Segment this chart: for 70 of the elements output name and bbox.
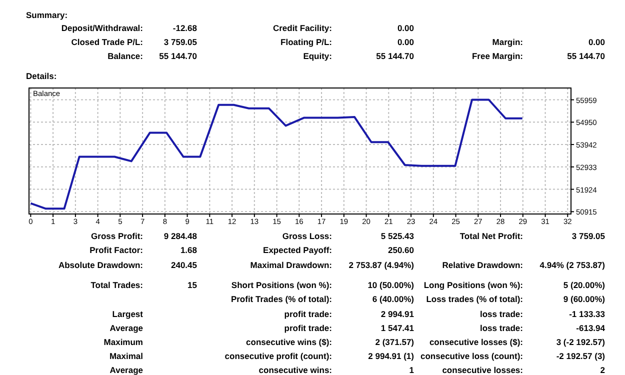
text: profit trade: [284,309,332,319]
text: Short Positions (won %): [231,280,332,290]
text: 0.00 [397,23,414,33]
text: -12.68 [172,23,198,33]
text: 0.00 [397,37,414,47]
text: 55 144.70 [159,51,198,61]
text: Maximal Drawdown: [250,260,332,270]
text: Maximum [104,337,144,347]
text: 5 (20.00%) [563,280,606,290]
text: Floating P/L: [280,37,332,47]
text: loss trade: [480,323,524,333]
text: consecutive losses ($): [429,337,524,347]
text: 2 994.91 [380,309,414,319]
text: 4.94% (2 753.87) [540,260,606,270]
text: Free Margin: [472,51,524,61]
text: 15 [188,280,198,290]
text: 1 [409,365,414,375]
text: Expected Payoff: [263,245,332,255]
text: Profit Factor: [90,245,144,255]
text: 2 994.91 (1) [368,351,414,361]
text: 5 525.43 [380,231,414,241]
text: loss trade: [480,309,524,319]
text: Long Positions (won %): [424,280,524,290]
text: consecutive loss (count): [420,351,524,361]
text: Summary: [26,10,68,20]
text: Relative Drawdown: [442,260,524,270]
text: -1 133.33 [569,309,606,319]
text: Absolute Drawdown: [58,260,144,270]
text: 250.60 [388,245,414,255]
text: Total Trades: [90,280,144,290]
text: Profit Trades (% of total): [230,294,332,304]
text: Total Net Profit: [460,231,524,241]
text: 1 547.41 [380,323,414,333]
text: consecutive wins ($): [246,337,332,347]
text: 3 759.05 [164,37,198,47]
text: 2 753.87 (4.94%) [348,260,414,270]
text: 240.45 [171,260,198,270]
text: Closed Trade P/L: [71,37,144,47]
text: Gross Profit: [91,231,144,241]
text: Balance: [108,51,144,61]
text: consecutive wins: [258,365,332,375]
text: profit trade: [284,323,332,333]
text: 10 (50.00%) [368,280,414,290]
text: -613.94 [576,323,606,333]
text: Average [110,365,144,375]
text: 6 (40.00%) [372,294,414,304]
text: 1.68 [180,245,198,255]
text: Margin: [492,37,524,47]
text: Maximal [109,351,143,361]
text: Loss trades (% of total): [426,294,524,304]
text: 55 144.70 [567,51,606,61]
text: Credit Facility: [272,23,332,33]
text: Average [110,323,144,333]
text: Largest [112,309,144,319]
text: consecutive losses: [442,365,524,375]
text: Deposit/Withdrawal: [61,23,144,33]
text: 0.00 [588,37,606,47]
text: 2 [600,365,606,375]
text: 55 144.70 [376,51,414,61]
text: Gross Loss: [282,231,332,241]
text: 3 (-2 192.57) [556,337,606,347]
text: 9 (60.00%) [563,294,606,304]
text: -2 192.57 (3) [556,351,606,361]
text: 3 759.05 [572,231,606,241]
line-series [30,98,524,210]
text: consecutive profit (count): [224,351,332,361]
text: 9 284.48 [164,231,198,241]
text: 2 (371.57) [375,337,414,347]
text: Details: [26,71,57,81]
text: Equity: [303,51,332,61]
